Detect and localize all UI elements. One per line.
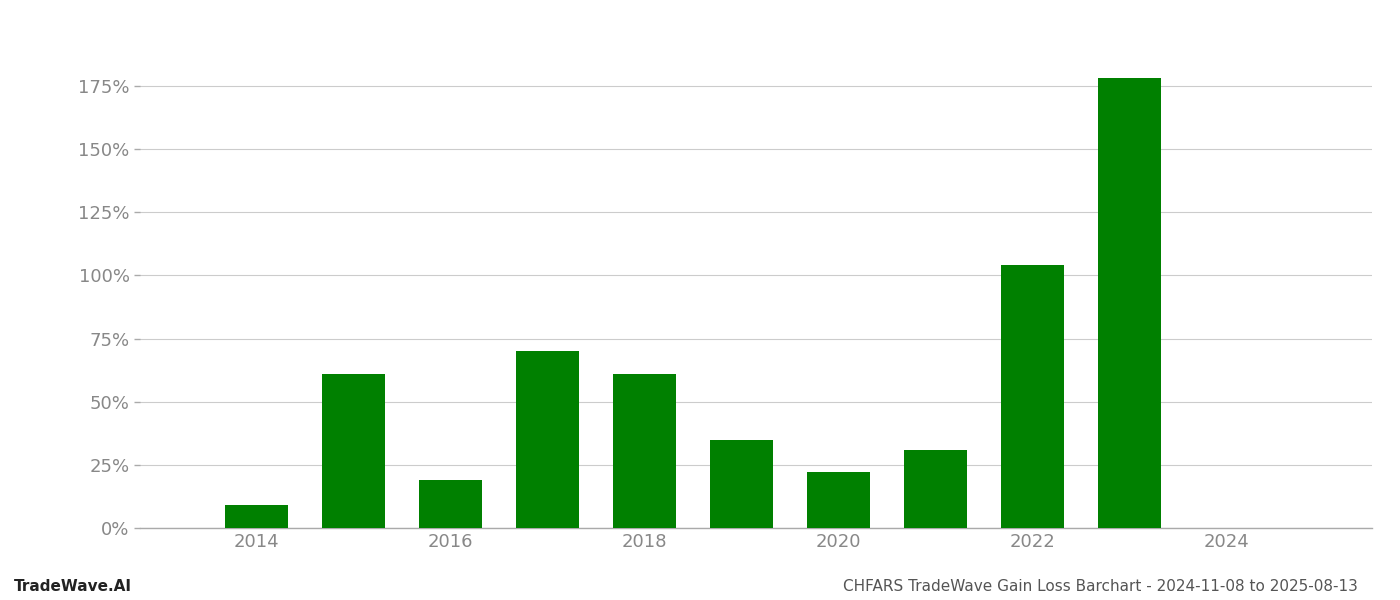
- Bar: [225, 505, 288, 528]
- Bar: [710, 440, 773, 528]
- Bar: [613, 374, 676, 528]
- Text: CHFARS TradeWave Gain Loss Barchart - 2024-11-08 to 2025-08-13: CHFARS TradeWave Gain Loss Barchart - 20…: [843, 579, 1358, 594]
- Bar: [1098, 79, 1161, 528]
- Bar: [1001, 265, 1064, 528]
- Bar: [517, 351, 580, 528]
- Bar: [904, 449, 967, 528]
- Bar: [419, 480, 482, 528]
- Bar: [806, 472, 869, 528]
- Bar: [322, 374, 385, 528]
- Text: TradeWave.AI: TradeWave.AI: [14, 579, 132, 594]
